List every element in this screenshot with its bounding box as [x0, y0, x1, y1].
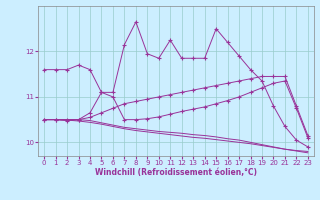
- X-axis label: Windchill (Refroidissement éolien,°C): Windchill (Refroidissement éolien,°C): [95, 168, 257, 177]
